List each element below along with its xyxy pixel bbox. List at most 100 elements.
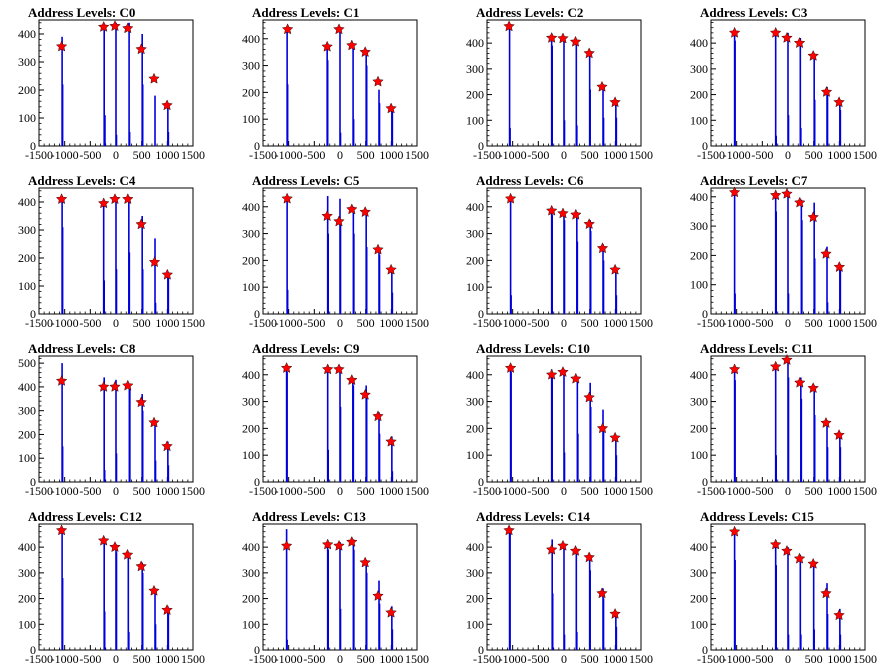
x-tick-label: -500: [303, 316, 325, 330]
y-tick-label: 300: [466, 227, 484, 241]
peak-marker: [346, 536, 358, 547]
chart-panel: Address Levels: C13 0 100 200 300 400 -1500 -10…: [224, 504, 448, 672]
y-tick-label: 300: [242, 59, 260, 73]
peak-marker: [807, 382, 819, 393]
peak-marker: [609, 431, 621, 443]
chart-title: Address Levels: C13: [252, 509, 366, 524]
peak-marker: [503, 20, 515, 32]
y-tick-label: 0: [702, 307, 708, 321]
chart-title: Address Levels: C4: [28, 173, 136, 188]
peak-marker: [833, 609, 845, 621]
peak-marker: [596, 80, 608, 92]
chart-title: Address Levels: C5: [252, 173, 360, 188]
peak-marker: [820, 587, 832, 599]
x-tick-label: 0: [785, 316, 791, 330]
peak-marker: [280, 539, 293, 551]
peak-marker: [596, 422, 609, 434]
peak-marker: [557, 207, 569, 219]
x-tick-label: -500: [303, 652, 325, 666]
x-tick-label: 1500: [405, 484, 429, 498]
peak-marker: [359, 46, 371, 57]
y-tick-label: 100: [690, 617, 708, 631]
peak-marker: [503, 524, 515, 536]
peak-marker: [781, 545, 793, 556]
peak-marker: [333, 215, 345, 227]
x-tick-label: 0: [561, 148, 567, 162]
peak-marker: [161, 604, 173, 616]
peak-marker: [372, 243, 384, 255]
x-tick-label: -1500: [249, 652, 277, 666]
y-tick-label: 300: [466, 395, 484, 409]
chart-panel: Address Levels: C3 0 100 200 300 400 -1500 -100…: [672, 0, 896, 168]
peak-marker: [769, 360, 782, 372]
y-tick-label: 500: [18, 356, 36, 370]
x-tick-label: 1000: [379, 652, 403, 666]
y-tick-label: 100: [18, 111, 36, 125]
chart-title: Address Levels: C14: [476, 509, 590, 524]
chart-svg: 0 100 200 300 400 -1500-1000 -500 0 500 1000 1500: [242, 187, 429, 330]
peak-marker: [781, 354, 793, 365]
y-tick-label: 300: [242, 566, 260, 580]
x-tick-label: 500: [581, 316, 599, 330]
chart-svg: 0 100 200 300 400 -1500-1000 -500 0 500 1000 1500: [690, 523, 877, 666]
x-tick-label: 1500: [181, 652, 205, 666]
x-tick-label: 1000: [379, 484, 403, 498]
x-tick-label: -1000: [275, 652, 303, 666]
y-tick-label: 400: [690, 540, 708, 554]
y-tick-label: 200: [466, 88, 484, 102]
x-tick-label: 1500: [629, 652, 653, 666]
x-tick-label: 1500: [853, 148, 877, 162]
peak-marker: [583, 551, 595, 563]
peak-marker: [346, 39, 358, 51]
chart-title: Address Levels: C6: [476, 173, 584, 188]
y-tick-label: 100: [466, 617, 484, 631]
y-tick-label: 300: [690, 219, 708, 233]
chart-panel: Address Levels: C15 0 100 200 300 400 -1500 -10…: [672, 504, 896, 672]
x-tick-label: -1500: [249, 148, 277, 162]
chart-title: Address Levels: C10: [476, 341, 590, 356]
peak-marker: [333, 539, 345, 551]
x-tick-label: -1500: [473, 148, 501, 162]
y-tick-label: 400: [690, 36, 708, 50]
peak-marker: [833, 429, 845, 440]
y-tick-label: 200: [466, 421, 484, 435]
x-tick-label: -500: [79, 148, 101, 162]
x-tick-label: -500: [79, 652, 101, 666]
x-tick-label: 500: [581, 652, 599, 666]
x-tick-label: -1000: [51, 316, 79, 330]
peak-marker: [333, 23, 345, 35]
y-tick-label: 200: [690, 248, 708, 262]
y-tick-label: 400: [466, 36, 484, 50]
peak-marker: [135, 560, 147, 572]
y-tick-label: 300: [690, 395, 708, 409]
peak-marker: [769, 26, 782, 38]
x-tick-label: -1000: [275, 148, 303, 162]
peak-marker: [97, 197, 110, 209]
peak-marker: [321, 210, 333, 222]
y-tick-label: 300: [242, 227, 260, 241]
peak-marker: [570, 208, 582, 220]
peak-marker: [557, 32, 569, 44]
peak-marker: [833, 96, 845, 108]
peak-marker: [609, 96, 621, 108]
y-tick-label: 200: [690, 592, 708, 606]
y-tick-label: 0: [478, 139, 484, 153]
chart-panel: Address Levels: C2 0 100 200 300 400 -1500 -100…: [448, 0, 672, 168]
chart-svg: 0 100 200 300 400 -1500-1000 -500 0 500 1000 1500: [466, 355, 653, 498]
x-tick-label: -500: [751, 148, 773, 162]
x-tick-label: 0: [113, 652, 119, 666]
y-tick-label: 400: [690, 190, 708, 204]
peak-marker: [161, 440, 173, 452]
y-tick-label: 200: [18, 251, 36, 265]
x-tick-label: -1000: [51, 484, 79, 498]
x-tick-label: 1000: [155, 316, 179, 330]
chart-title: Address Levels: C11: [700, 341, 814, 356]
peak-marker: [545, 32, 558, 43]
x-tick-label: 1500: [405, 316, 429, 330]
x-tick-label: 500: [133, 652, 151, 666]
y-tick-label: 400: [466, 200, 484, 214]
peak-marker: [609, 263, 621, 275]
y-tick-label: 100: [18, 279, 36, 293]
x-tick-label: -500: [527, 148, 549, 162]
peak-marker: [372, 75, 384, 87]
